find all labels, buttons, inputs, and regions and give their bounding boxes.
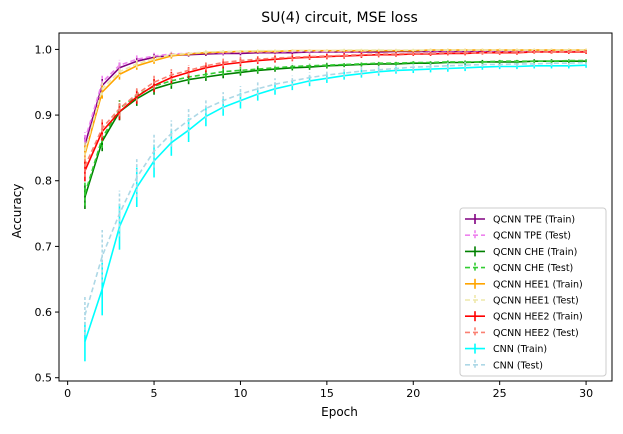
y-tick-label: 1.0 [35, 43, 53, 56]
series-qcnn-hee2-test [84, 49, 587, 177]
legend: QCNN TPE (Train) QCNN TPE (Test) QCNN CHE … [459, 207, 607, 377]
y-tick-label: 0.7 [35, 240, 53, 253]
line-qcnn-hee1-test [84, 49, 587, 152]
y-tick-label: 0.5 [35, 372, 53, 385]
plot-frame [58, 32, 613, 382]
legend-label-qcnn-tpe-test: QCNN TPE (Test) [493, 231, 571, 242]
line-cnn-test [84, 61, 587, 316]
line-qcnn-che-test [84, 59, 587, 195]
series-layer [84, 48, 587, 362]
legend-label-qcnn-che-test: QCNN CHE (Test) [493, 263, 573, 274]
x-tick-label: 5 [151, 387, 158, 400]
legend-label-qcnn-tpe-train: QCNN TPE (Train) [493, 215, 575, 226]
legend-label-qcnn-che-train: QCNN CHE (Train) [493, 247, 577, 258]
legend-label-qcnn-hee2-test: QCNN HEE2 (Test) [493, 328, 579, 339]
y-axis-label: Accuracy [10, 184, 24, 239]
line-cnn-train [84, 64, 587, 342]
line-qcnn-hee2-test [84, 50, 587, 167]
y-tick-label: 0.9 [35, 109, 53, 122]
series-cnn-test [84, 59, 587, 336]
y-tick-label: 0.6 [35, 306, 53, 319]
x-tick-label: 30 [579, 387, 593, 400]
legend-label-cnn-train: CNN (Train) [493, 344, 547, 355]
x-tick-label: 20 [406, 387, 420, 400]
legend-label-qcnn-hee2-train: QCNN HEE2 (Train) [493, 312, 583, 323]
axes-layer: 0 5 10 15 20 25 30 0.5 0.6 0.7 0.8 0.9 1.0 [35, 43, 594, 400]
x-tick-label: 10 [233, 387, 247, 400]
legend-box [459, 207, 607, 377]
legend-label-qcnn-hee1-train: QCNN HEE1 (Train) [493, 279, 583, 290]
legend-label-qcnn-hee1-test: QCNN HEE1 (Test) [493, 296, 579, 307]
x-tick-label: 0 [64, 387, 71, 400]
x-tick-label: 15 [320, 387, 334, 400]
x-axis-label: Epoch [321, 405, 358, 419]
legend-label-cnn-test: CNN (Test) [493, 360, 543, 371]
x-tick-label: 25 [493, 387, 507, 400]
series-qcnn-hee1-test [84, 48, 587, 161]
y-tick-label: 0.8 [35, 175, 53, 188]
chart-title: SU(4) circuit, MSE loss [261, 10, 418, 26]
